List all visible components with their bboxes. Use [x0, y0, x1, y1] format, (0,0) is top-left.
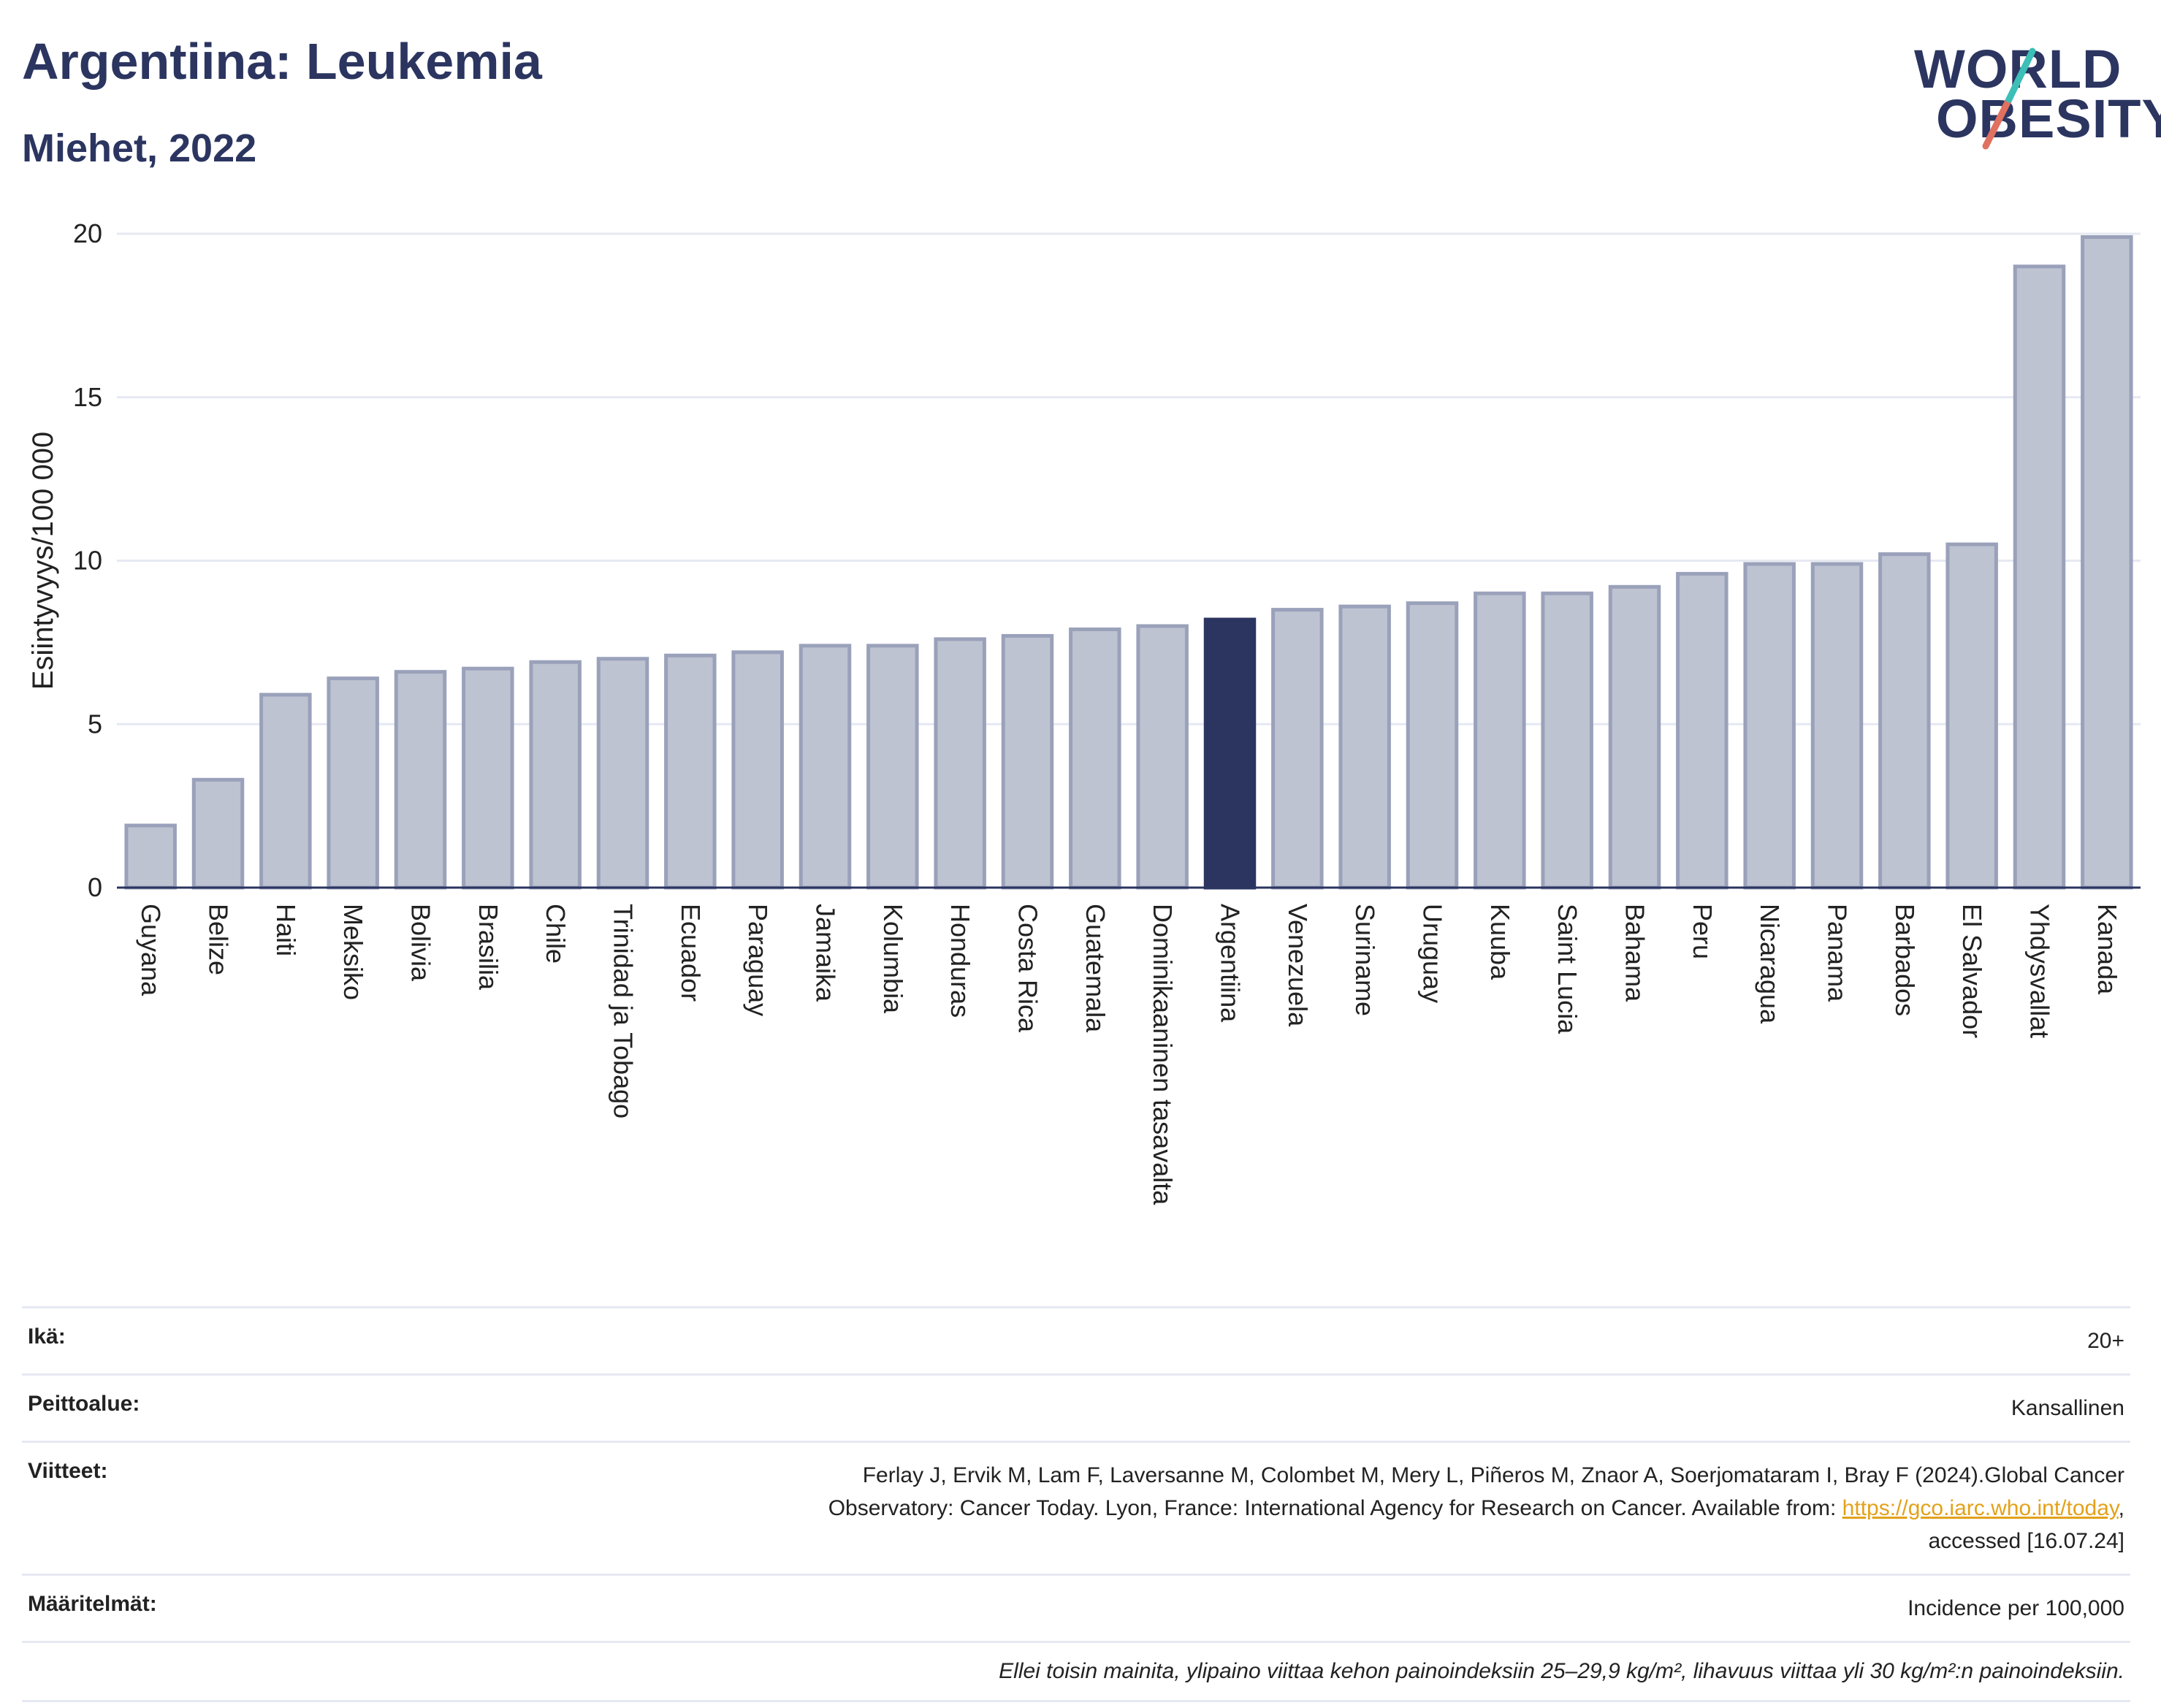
- page-title: Argentiina: Leukemia: [22, 33, 542, 90]
- definitions-label: Määritelmät:: [22, 1574, 326, 1642]
- info-row-coverage: Peittoalue: Kansallinen: [22, 1373, 2130, 1442]
- y-tick-label: 20: [73, 218, 102, 248]
- y-tick-label: 5: [88, 709, 102, 739]
- page-subtitle: Miehet, 2022: [22, 126, 257, 170]
- x-tick-label: Saint Lucia: [1552, 904, 1582, 1034]
- y-tick-label: 10: [73, 546, 102, 576]
- y-tick-label: 15: [73, 382, 102, 412]
- info-table: Ikä: 20+ Peittoalue: Kansallinen Viittee…: [22, 1306, 2130, 1702]
- info-row-note: Ellei toisin mainita, ylipaino viittaa k…: [22, 1641, 2130, 1702]
- age-label: Ikä:: [22, 1306, 326, 1375]
- x-tick-label: Meksiko: [338, 904, 368, 1000]
- references-value: Ferlay J, Ervik M, Lam F, Laversanne M, …: [326, 1441, 2130, 1575]
- bar-el-salvador: [1945, 542, 1998, 890]
- x-tick-label: El Salvador: [1957, 904, 1987, 1038]
- bar-uruguay: [1406, 601, 1459, 890]
- bar-ecuador: [664, 653, 717, 890]
- references-line-2: Observatory: Cancer Today. Lyon, France:…: [828, 1496, 1837, 1520]
- logo-word-2: OBESITY: [1936, 88, 2161, 149]
- references-link[interactable]: https://gco.iarc.who.int/today: [1842, 1496, 2119, 1520]
- bar-belize: [191, 777, 245, 890]
- bar-kolumbia: [866, 644, 919, 890]
- x-tick-label: Kolumbia: [878, 904, 908, 1014]
- definitions-value: Incidence per 100,000: [326, 1574, 2130, 1642]
- footnote: Ellei toisin mainita, ylipaino viittaa k…: [22, 1641, 2130, 1702]
- references-label: Viitteet:: [22, 1441, 326, 1575]
- bar-meksiko: [327, 676, 379, 890]
- x-tick-label: Brasilia: [473, 904, 503, 991]
- y-tick-label: 0: [88, 872, 102, 902]
- x-tick-label: Kanada: [2092, 904, 2122, 995]
- x-tick-label: Belize: [204, 904, 234, 975]
- bar-paraguay: [731, 650, 784, 890]
- bar-suriname: [1338, 604, 1391, 890]
- x-tick-label: Bahama: [1620, 904, 1650, 1002]
- info-row-age: Ikä: 20+: [22, 1306, 2130, 1375]
- x-tick-label: Peru: [1688, 904, 1718, 959]
- bar-trinidad-ja-tobago: [596, 657, 649, 890]
- bar-barbados: [1878, 552, 1931, 890]
- bar-chile: [529, 660, 582, 890]
- x-tick-label: Ecuador: [676, 904, 706, 1002]
- x-tick-label: Chile: [541, 904, 571, 964]
- x-tick-label: Uruguay: [1418, 904, 1448, 1003]
- bar-jamaika: [799, 644, 852, 890]
- bar-kanada: [2081, 235, 2133, 890]
- bar-bahama: [1608, 584, 1661, 890]
- x-tick-label: Yhdysvallat: [2025, 904, 2055, 1038]
- x-tick-label: Panama: [1823, 904, 1853, 1002]
- x-tick-label: Trinidad ja Tobago: [609, 904, 639, 1118]
- bar-chart: 0 5 10 15 20 Esiintyvyys/100 000 Guyana Belize H…: [27, 218, 2141, 1205]
- bar-bolivia: [394, 670, 447, 890]
- bar-haiti: [259, 693, 312, 890]
- x-tick-label: Guatemala: [1080, 904, 1110, 1033]
- x-tick-label: Venezuela: [1283, 904, 1313, 1027]
- x-tick-label: Argentiina: [1216, 904, 1246, 1023]
- x-tick-label: Nicaragua: [1755, 904, 1785, 1024]
- info-row-references: Viitteet: Ferlay J, Ervik M, Lam F, Lave…: [22, 1441, 2130, 1575]
- coverage-value: Kansallinen: [326, 1373, 2130, 1442]
- bar-honduras: [934, 637, 986, 890]
- x-tick-label: Barbados: [1890, 904, 1920, 1016]
- x-tick-label: Paraguay: [743, 904, 773, 1016]
- bar-dominikaaninen-tasavalta: [1136, 624, 1189, 890]
- bar-yhdysvallat: [2013, 264, 2066, 890]
- x-tick-label: Haiti: [271, 904, 301, 956]
- x-tick-label: Suriname: [1350, 904, 1380, 1016]
- bar-costa-rica: [1001, 633, 1054, 890]
- x-tick-label: Guyana: [136, 904, 166, 996]
- bar-kuuba: [1474, 591, 1526, 890]
- bar-peru: [1676, 571, 1729, 890]
- bar-saint-lucia: [1541, 591, 1593, 890]
- x-tick-label: Bolivia: [406, 904, 436, 982]
- bar-panama: [1810, 562, 1864, 890]
- bar-nicaragua: [1743, 562, 1796, 890]
- x-tick-label: Jamaika: [811, 904, 841, 1002]
- bar-venezuela: [1271, 608, 1324, 890]
- logo-slash-icon: [1982, 47, 2036, 150]
- bar-guatemala: [1069, 627, 1121, 890]
- age-value: 20+: [326, 1306, 2130, 1375]
- x-tick-label: Costa Rica: [1013, 904, 1043, 1033]
- coverage-label: Peittoalue:: [22, 1373, 326, 1442]
- x-tick-label: Kuuba: [1485, 904, 1515, 980]
- x-tick-label: Honduras: [945, 904, 975, 1018]
- references-line-3: accessed [16.07.24]: [1928, 1529, 2124, 1553]
- x-tick-label: Dominikaaninen tasavalta: [1148, 904, 1178, 1205]
- world-obesity-logo: WORLD OBESITY: [1899, 29, 2161, 161]
- bar-brasilia: [462, 666, 514, 890]
- bar-argentiina: [1203, 617, 1257, 890]
- y-axis-title: Esiintyvyys/100 000: [27, 432, 59, 690]
- bar-guyana: [124, 823, 177, 890]
- references-line-1: Ferlay J, Ervik M, Lam F, Laversanne M, …: [862, 1463, 2124, 1487]
- info-row-definitions: Määritelmät: Incidence per 100,000: [22, 1574, 2130, 1642]
